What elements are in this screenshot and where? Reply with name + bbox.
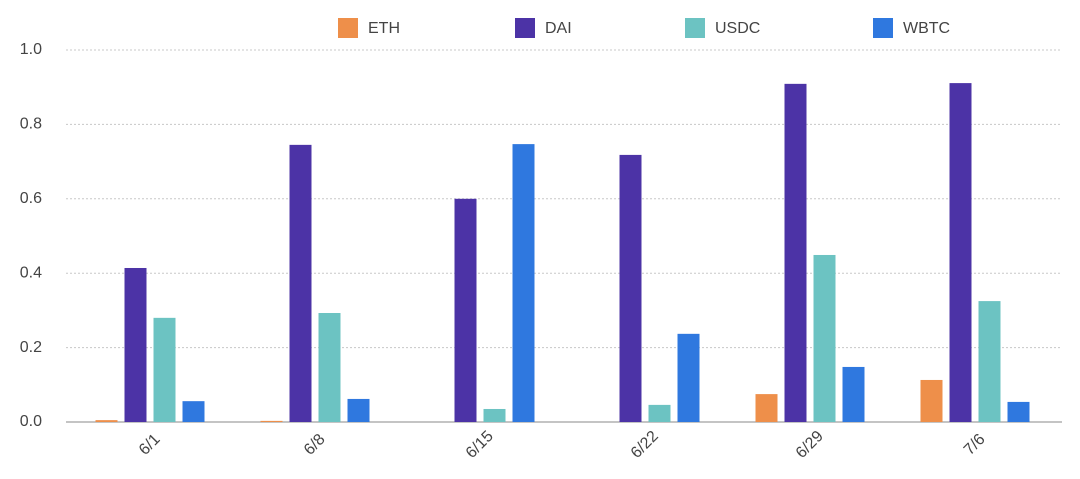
bar [512,144,535,422]
bar [95,420,118,422]
legend-swatch [515,18,535,38]
y-tick-label: 0.0 [20,413,42,430]
legend-label: DAI [545,20,572,37]
bar [483,408,506,422]
x-tick-label: 7/6 [961,431,989,459]
y-tick-label: 0.6 [20,190,42,207]
bar [813,254,836,422]
legend-swatch [873,18,893,38]
bar [784,83,807,423]
x-tick-label: 6/1 [136,431,164,459]
bar [289,144,312,423]
x-tick-label: 6/15 [463,428,497,462]
bar [619,154,642,423]
bar [124,267,147,422]
legend-label: USDC [715,20,760,37]
bar [260,420,283,422]
bar [978,301,1001,422]
bar [153,317,176,422]
x-tick-label: 6/22 [628,428,662,462]
x-tick-label: 6/8 [301,431,329,459]
legend-label: ETH [368,20,400,37]
bar [677,333,700,422]
bar [648,404,671,422]
bar [920,379,943,422]
y-tick-label: 1.0 [20,41,42,58]
bar [182,401,205,422]
bar [755,394,778,422]
y-tick-label: 0.2 [20,339,42,356]
legend-swatch [338,18,358,38]
bar [842,366,865,422]
bar [318,313,341,422]
bar [347,398,370,422]
x-tick-label: 6/29 [793,428,827,462]
y-tick-label: 0.8 [20,116,42,133]
bar [454,198,477,422]
legend-swatch [685,18,705,38]
bar [949,83,972,422]
y-tick-label: 0.4 [20,264,42,281]
bar [1007,401,1030,422]
legend-label: WBTC [903,20,950,37]
